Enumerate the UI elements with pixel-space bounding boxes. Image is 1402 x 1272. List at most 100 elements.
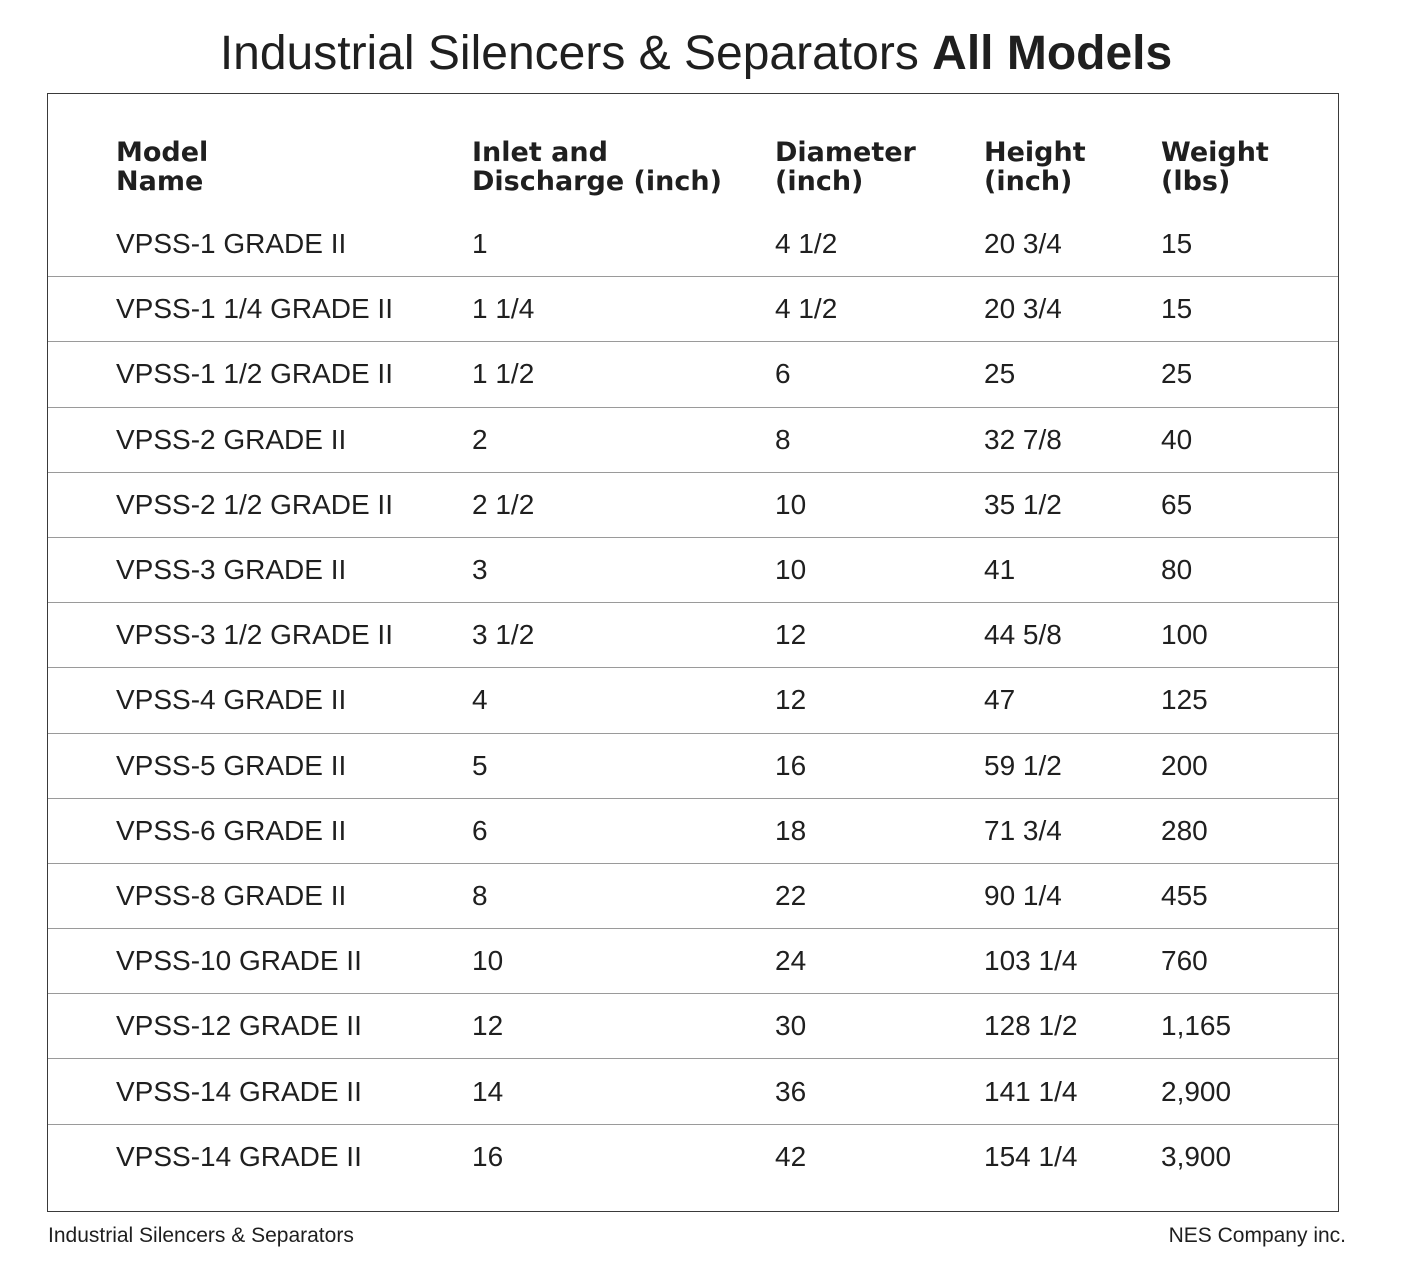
- cell-inlet-discharge: 4: [472, 684, 488, 716]
- cell-weight: 280: [1161, 814, 1208, 846]
- cell-diameter: 6: [775, 358, 791, 390]
- cell-height: 59 1/2: [984, 749, 1062, 781]
- cell-inlet-discharge: 8: [472, 879, 488, 911]
- cell-model-name: VPSS-6 GRADE II: [116, 814, 347, 846]
- cell-diameter: 30: [775, 1010, 807, 1042]
- cell-model-name: VPSS-2 GRADE II: [116, 423, 347, 455]
- table-row: VPSS-10 GRADE II 10 24 103 1/4 760: [48, 929, 1338, 995]
- cell-inlet-discharge: 3: [472, 554, 488, 586]
- header-model-name: Model Name: [116, 137, 209, 197]
- cell-height: 90 1/4: [984, 879, 1062, 911]
- cell-height: 41: [984, 554, 1016, 586]
- cell-inlet-discharge: 10: [472, 945, 504, 977]
- cell-weight: 3,900: [1161, 1141, 1232, 1173]
- cell-height: 44 5/8: [984, 619, 1062, 651]
- cell-inlet-discharge: 6: [472, 814, 488, 846]
- cell-weight: 455: [1161, 879, 1208, 911]
- cell-diameter: 42: [775, 1141, 807, 1173]
- cell-weight: 25: [1161, 358, 1193, 390]
- table-row: VPSS-3 GRADE II 3 10 41 80: [48, 538, 1338, 604]
- cell-inlet-discharge: 2 1/2: [472, 488, 535, 520]
- cell-height: 47: [984, 684, 1016, 716]
- cell-diameter: 18: [775, 814, 807, 846]
- cell-model-name: VPSS-1 1/4 GRADE II: [116, 293, 393, 325]
- table-row: VPSS-1 1/4 GRADE II 1 1/4 4 1/2 20 3/4 15: [48, 277, 1338, 343]
- cell-height: 154 1/4: [984, 1141, 1078, 1173]
- table-row: VPSS-2 1/2 GRADE II 2 1/2 10 35 1/2 65: [48, 473, 1338, 538]
- table-header-row: Model Name Inlet and Discharge (inch) Di…: [48, 138, 1338, 208]
- cell-model-name: VPSS-14 GRADE II: [116, 1141, 362, 1173]
- table-row: VPSS-1 GRADE II 1 4 1/2 20 3/4 15: [48, 212, 1338, 278]
- cell-height: 35 1/2: [984, 488, 1062, 520]
- cell-inlet-discharge: 14: [472, 1075, 504, 1107]
- cell-weight: 80: [1161, 554, 1193, 586]
- table-body: VPSS-1 GRADE II 1 4 1/2 20 3/4 15 VPSS-1 1/4 …: [48, 212, 1338, 1190]
- cell-model-name: VPSS-2 1/2 GRADE II: [116, 488, 393, 520]
- cell-weight: 40: [1161, 423, 1193, 455]
- cell-height: 128 1/2: [984, 1010, 1078, 1042]
- cell-weight: 65: [1161, 488, 1193, 520]
- table-row: VPSS-14 GRADE II 16 42 154 1/4 3,900: [48, 1125, 1338, 1190]
- table-row: VPSS-2 GRADE II 2 8 32 7/8 40: [48, 408, 1338, 473]
- cell-inlet-discharge: 12: [472, 1010, 504, 1042]
- cell-weight: 2,900: [1161, 1075, 1232, 1107]
- cell-diameter: 4 1/2: [775, 293, 838, 325]
- cell-weight: 100: [1161, 619, 1208, 651]
- cell-model-name: VPSS-8 GRADE II: [116, 879, 347, 911]
- cell-model-name: VPSS-5 GRADE II: [116, 749, 347, 781]
- cell-inlet-discharge: 16: [472, 1141, 504, 1173]
- table-row: VPSS-3 1/2 GRADE II 3 1/2 12 44 5/8 100: [48, 603, 1338, 669]
- cell-inlet-discharge: 1 1/4: [472, 293, 535, 325]
- cell-weight: 15: [1161, 293, 1193, 325]
- cell-height: 141 1/4: [984, 1075, 1078, 1107]
- cell-diameter: 36: [775, 1075, 807, 1107]
- cell-diameter: 10: [775, 554, 807, 586]
- page-title: Industrial Silencers & Separators All Mo…: [0, 22, 1392, 86]
- cell-weight: 125: [1161, 684, 1208, 716]
- page-title-regular: Industrial Silencers & Separators: [219, 27, 919, 80]
- cell-diameter: 8: [775, 423, 791, 455]
- table-row: VPSS-14 GRADE II 14 36 141 1/4 2,900: [48, 1059, 1338, 1125]
- cell-height: 20 3/4: [984, 228, 1062, 260]
- cell-inlet-discharge: 3 1/2: [472, 619, 535, 651]
- header-weight: Weight (lbs): [1161, 137, 1269, 197]
- cell-diameter: 24: [775, 945, 807, 977]
- header-height: Height (inch): [984, 137, 1086, 197]
- footer-left-text: Industrial Silencers & Separators: [48, 1224, 354, 1247]
- cell-height: 103 1/4: [984, 945, 1078, 977]
- models-table: Model Name Inlet and Discharge (inch) Di…: [47, 93, 1339, 1212]
- cell-height: 32 7/8: [984, 423, 1062, 455]
- cell-model-name: VPSS-1 GRADE II: [116, 228, 347, 260]
- cell-height: 25: [984, 358, 1016, 390]
- footer-company-name: NES Company inc.: [1168, 1224, 1346, 1247]
- table-row: VPSS-12 GRADE II 12 30 128 1/2 1,165: [48, 994, 1338, 1060]
- cell-diameter: 10: [775, 488, 807, 520]
- cell-weight: 1,165: [1161, 1010, 1232, 1042]
- cell-height: 20 3/4: [984, 293, 1062, 325]
- table-row: VPSS-4 GRADE II 4 12 47 125: [48, 668, 1338, 734]
- cell-model-name: VPSS-1 1/2 GRADE II: [116, 358, 393, 390]
- cell-diameter: 12: [775, 684, 807, 716]
- cell-model-name: VPSS-14 GRADE II: [116, 1075, 362, 1107]
- page-title-bold: All Models: [932, 27, 1173, 80]
- cell-height: 71 3/4: [984, 814, 1062, 846]
- cell-inlet-discharge: 5: [472, 749, 488, 781]
- header-diameter: Diameter (inch): [775, 137, 916, 197]
- cell-model-name: VPSS-12 GRADE II: [116, 1010, 362, 1042]
- cell-model-name: VPSS-3 GRADE II: [116, 554, 347, 586]
- cell-model-name: VPSS-10 GRADE II: [116, 945, 362, 977]
- cell-diameter: 16: [775, 749, 807, 781]
- cell-weight: 760: [1161, 945, 1208, 977]
- table-row: VPSS-6 GRADE II 6 18 71 3/4 280: [48, 799, 1338, 864]
- cell-diameter: 22: [775, 879, 807, 911]
- cell-weight: 15: [1161, 228, 1193, 260]
- cell-inlet-discharge: 1: [472, 228, 488, 260]
- cell-diameter: 12: [775, 619, 807, 651]
- table-row: VPSS-8 GRADE II 8 22 90 1/4 455: [48, 864, 1338, 930]
- table-row: VPSS-1 1/2 GRADE II 1 1/2 6 25 25: [48, 342, 1338, 408]
- cell-model-name: VPSS-3 1/2 GRADE II: [116, 619, 393, 651]
- cell-model-name: VPSS-4 GRADE II: [116, 684, 347, 716]
- cell-inlet-discharge: 2: [472, 423, 488, 455]
- cell-weight: 200: [1161, 749, 1208, 781]
- cell-diameter: 4 1/2: [775, 228, 838, 260]
